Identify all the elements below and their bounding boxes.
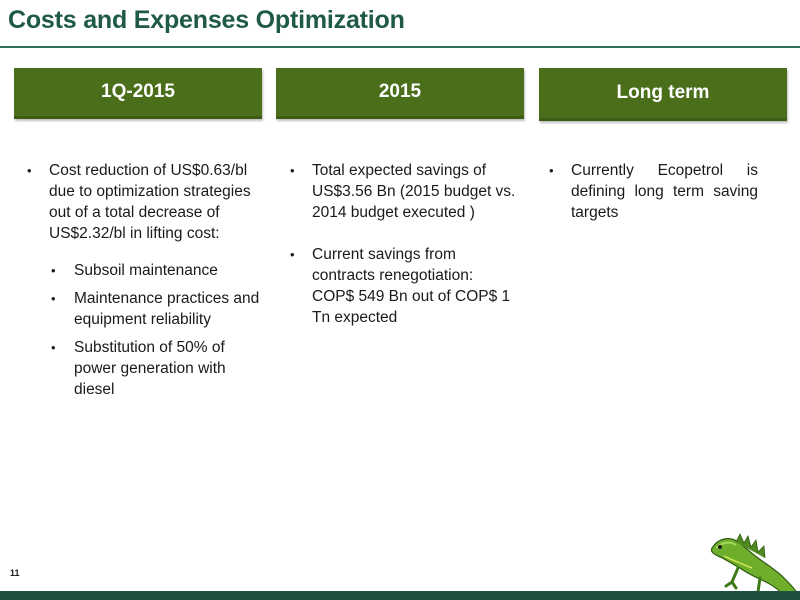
title-divider <box>0 46 800 48</box>
bullet-text: Cost reduction of US$0.63/bl due to opti… <box>49 162 251 242</box>
sub-bullet-item: Maintenance practices and equipment reli… <box>49 288 264 330</box>
column-1q-2015: Cost reduction of US$0.63/bl due to opti… <box>24 160 264 407</box>
bullet-item: Total expected savings of US$3.56 Bn (20… <box>287 160 517 223</box>
sub-bullet-list: Subsoil maintenance Maintenance practice… <box>49 260 264 400</box>
iguana-logo <box>710 533 800 600</box>
header-2015: 2015 <box>276 68 524 119</box>
bullet-item: Currently Ecopetrol is defining long ter… <box>546 160 758 223</box>
column-long-term: Currently Ecopetrol is defining long ter… <box>546 160 758 223</box>
header-label: 2015 <box>378 81 422 102</box>
bullet-item: Current savings from contracts renegotia… <box>287 244 517 328</box>
header-label: 1Q-2015 <box>101 81 175 102</box>
column-2015: Total expected savings of US$3.56 Bn (20… <box>287 160 517 328</box>
page-title: Costs and Expenses Optimization <box>8 6 405 34</box>
header-label: Long term <box>616 82 710 103</box>
sub-bullet-item: Substitution of 50% of power generation … <box>49 337 264 400</box>
footer-bar <box>0 591 800 600</box>
bullet-item: Cost reduction of US$0.63/bl due to opti… <box>24 160 264 400</box>
sub-bullet-item: Subsoil maintenance <box>49 260 264 281</box>
page-number: 11 <box>10 568 20 578</box>
header-long-term: Long term <box>539 68 787 121</box>
header-1q-2015: 1Q-2015 <box>14 68 262 119</box>
